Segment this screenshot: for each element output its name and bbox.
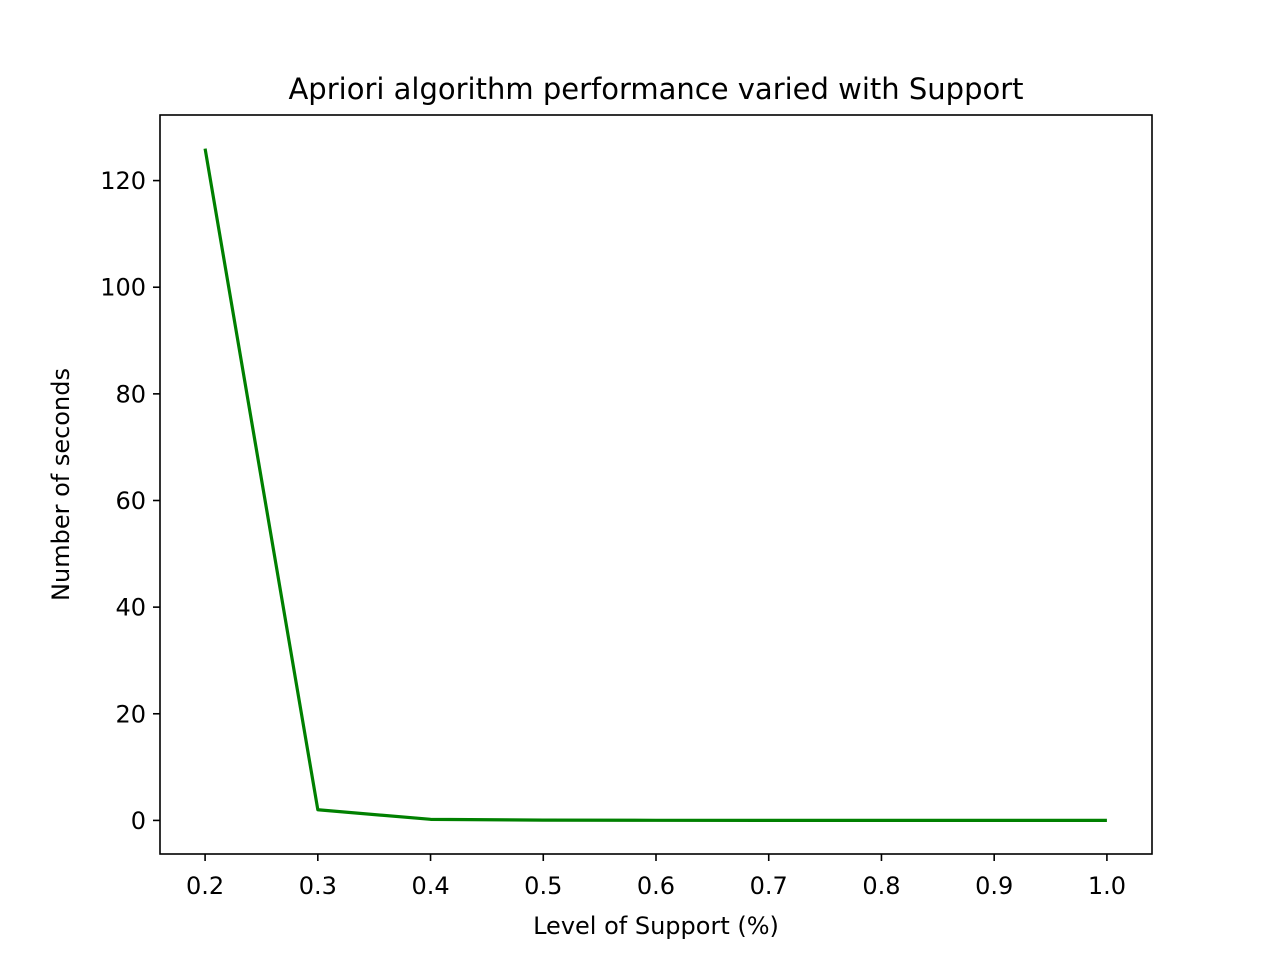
chart-title: Apriori algorithm performance varied wit… [288, 72, 1023, 106]
x-tick-label: 0.3 [299, 872, 337, 900]
y-tick-label: 20 [115, 700, 146, 728]
plot-frame [159, 114, 1153, 855]
y-tick-label: 0 [131, 807, 146, 835]
x-axis: 0.2 0.3 0.4 0.5 0.6 0.7 0.8 0.9 1.0 [186, 854, 1126, 900]
series-line [203, 148, 1107, 822]
x-tick-label: 0.2 [186, 872, 224, 900]
y-axis-title: Number of seconds [47, 368, 75, 601]
y-tick-label: 100 [100, 274, 146, 302]
y-axis: 0 20 40 60 80 100 120 [100, 167, 160, 835]
x-tick-label: 0.7 [750, 872, 788, 900]
plot-area [159, 114, 1153, 855]
series-layer [203, 148, 1107, 822]
x-tick-label: 0.9 [975, 872, 1013, 900]
y-tick-label: 120 [100, 167, 146, 195]
x-tick-label: 0.5 [524, 872, 562, 900]
y-tick-label: 60 [115, 487, 146, 515]
x-tick-label: 1.0 [1088, 872, 1126, 900]
x-tick-label: 0.4 [411, 872, 449, 900]
x-tick-label: 0.6 [637, 872, 675, 900]
y-tick-label: 40 [115, 594, 146, 622]
y-tick-label: 80 [115, 380, 146, 408]
x-tick-label: 0.8 [862, 872, 900, 900]
x-axis-title: Level of Support (%) [533, 912, 779, 940]
